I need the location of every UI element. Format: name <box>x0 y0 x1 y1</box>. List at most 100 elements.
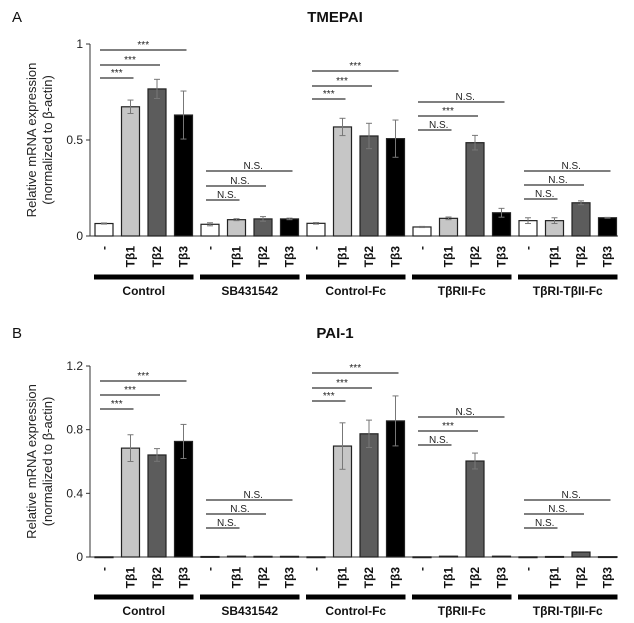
group-label: Control <box>122 604 165 618</box>
bar <box>226 219 247 237</box>
significance-label: N.S. <box>456 407 475 418</box>
x-tick-label: Tβ1 <box>548 246 562 268</box>
x-tick-label: - <box>309 567 323 571</box>
bar <box>200 555 220 558</box>
group-label: TβRI-TβII-Fc <box>533 604 603 618</box>
bar <box>597 217 618 237</box>
bar <box>279 218 300 237</box>
bar <box>332 126 353 237</box>
bar <box>571 551 591 558</box>
group-label: TβRI-TβII-Fc <box>533 284 603 298</box>
y-axis-label: Relative mRNA expression <box>24 384 39 539</box>
y-tick-label: 1.2 <box>66 359 83 373</box>
bar <box>412 556 432 559</box>
significance-label: *** <box>137 371 149 382</box>
x-tick-label: - <box>415 567 429 571</box>
y-tick-label: 0.4 <box>66 486 83 500</box>
x-tick-label: Tβ1 <box>124 246 138 268</box>
significance-label: N.S. <box>535 518 554 529</box>
bar <box>465 142 485 237</box>
x-tick-label: Tβ2 <box>362 246 376 268</box>
significance-label: *** <box>349 363 361 374</box>
significance-label: N.S. <box>244 490 263 501</box>
x-tick-label: Tβ3 <box>177 246 191 268</box>
group-bar <box>306 594 406 600</box>
bar <box>120 447 141 558</box>
group-label: Control-Fc <box>325 284 386 298</box>
bar <box>94 222 114 237</box>
x-tick-label: - <box>97 567 111 571</box>
bar <box>120 106 141 237</box>
bar <box>147 454 167 558</box>
group-bar <box>412 594 512 600</box>
significance-label: N.S. <box>217 190 236 201</box>
bar <box>147 88 167 237</box>
x-tick-label: Tβ1 <box>442 246 456 268</box>
bar <box>412 226 432 237</box>
x-tick-label: Tβ2 <box>468 246 482 268</box>
x-tick-label: Tβ1 <box>230 246 244 268</box>
bar <box>226 555 247 558</box>
significance-label: *** <box>137 40 149 51</box>
bar <box>518 556 538 559</box>
group-bar <box>518 274 618 280</box>
bar <box>279 555 300 558</box>
x-tick-label: - <box>521 567 535 571</box>
bar <box>465 460 485 558</box>
x-tick-label: Tβ1 <box>442 567 456 589</box>
group-label: Control <box>122 284 165 298</box>
bar <box>597 556 618 559</box>
significance-label: *** <box>323 391 335 402</box>
significance-label: *** <box>124 385 136 396</box>
group-label: TβRII-Fc <box>438 284 486 298</box>
x-tick-label: Tβ2 <box>256 567 270 589</box>
group-bar <box>518 594 618 600</box>
x-tick-label: - <box>203 246 217 250</box>
significance-label: N.S. <box>548 504 567 515</box>
significance-label: *** <box>442 421 454 432</box>
significance-label: N.S. <box>562 161 581 172</box>
x-tick-label: - <box>309 246 323 250</box>
x-tick-label: Tβ3 <box>283 246 297 268</box>
group-bar <box>412 274 512 280</box>
significance-label: *** <box>336 76 348 87</box>
group-label: TβRII-Fc <box>438 604 486 618</box>
significance-label: N.S. <box>244 161 263 172</box>
x-tick-label: - <box>203 567 217 571</box>
bar <box>253 555 273 558</box>
x-tick-label: Tβ1 <box>548 567 562 589</box>
significance-label: N.S. <box>230 176 249 187</box>
y-tick-label: 0.5 <box>66 133 83 147</box>
significance-label: N.S. <box>230 504 249 515</box>
group-label: SB431542 <box>221 604 278 618</box>
x-tick-label: Tβ2 <box>574 246 588 268</box>
significance-label: N.S. <box>548 175 567 186</box>
bar <box>438 217 459 237</box>
x-tick-label: Tβ3 <box>177 567 191 589</box>
group-bar <box>200 274 300 280</box>
x-tick-label: Tβ3 <box>601 246 615 268</box>
y-tick-label: 0 <box>76 229 83 243</box>
significance-label: *** <box>442 106 454 117</box>
x-tick-label: Tβ1 <box>336 567 350 589</box>
x-tick-label: Tβ2 <box>574 567 588 589</box>
significance-label: N.S. <box>535 189 554 200</box>
significance-label: *** <box>349 61 361 72</box>
significance-label: N.S. <box>562 490 581 501</box>
group-bar <box>306 274 406 280</box>
x-tick-label: Tβ2 <box>150 246 164 268</box>
x-tick-label: Tβ3 <box>283 567 297 589</box>
x-tick-label: Tβ3 <box>495 567 509 589</box>
group-label: Control-Fc <box>325 604 386 618</box>
significance-label: *** <box>111 399 123 410</box>
bar <box>306 222 326 237</box>
bar <box>94 556 114 559</box>
y-tick-label: 0.8 <box>66 423 83 437</box>
significance-label: *** <box>336 378 348 389</box>
bar <box>491 555 512 558</box>
x-tick-label: Tβ2 <box>362 567 376 589</box>
chart-title: TMEPAI <box>307 9 363 26</box>
group-bar <box>200 594 300 600</box>
x-tick-label: Tβ3 <box>495 246 509 268</box>
